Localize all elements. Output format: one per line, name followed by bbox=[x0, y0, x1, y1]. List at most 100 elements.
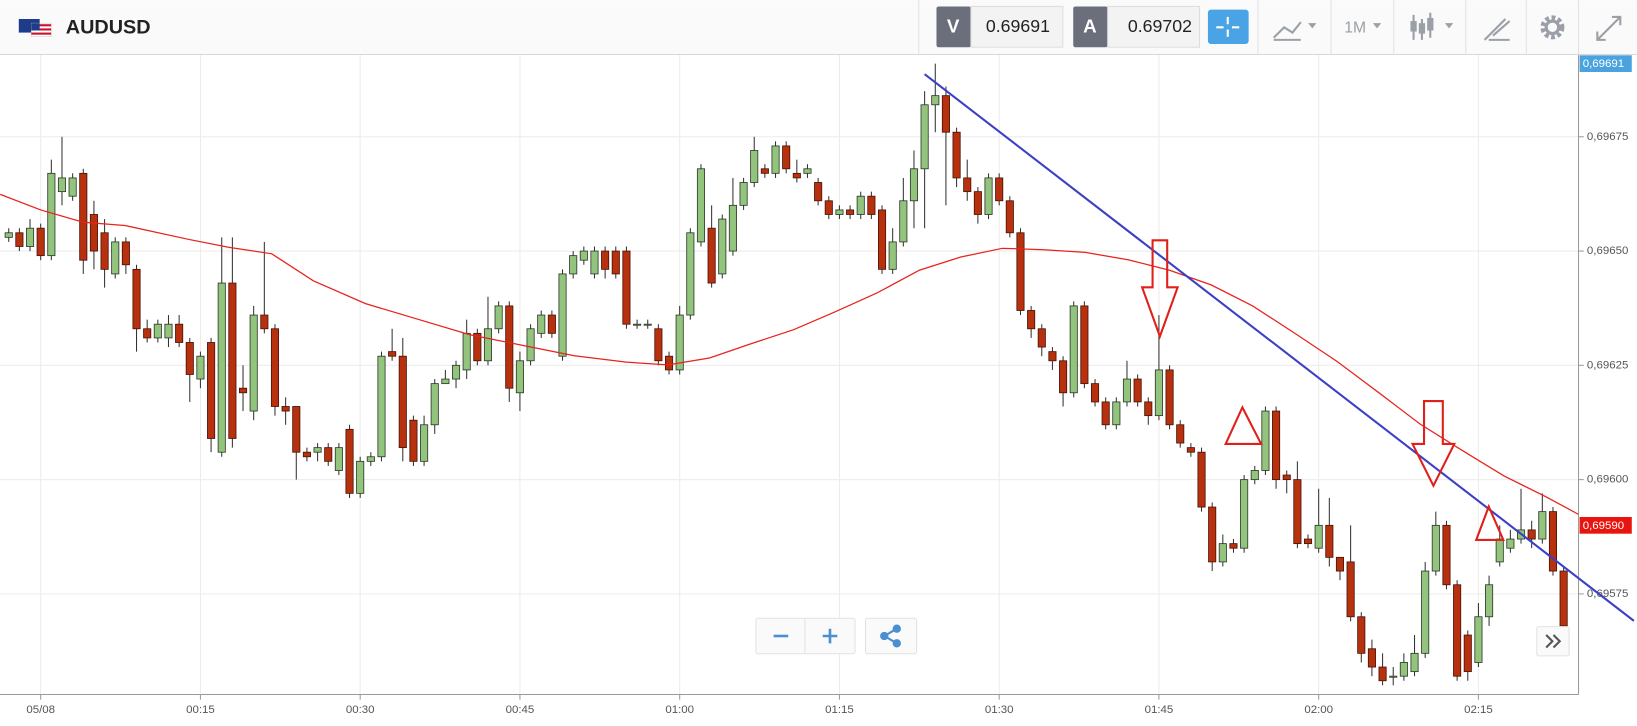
candle-body bbox=[1048, 351, 1057, 362]
candle-body bbox=[952, 131, 961, 179]
candle-body bbox=[111, 241, 120, 275]
candle-body bbox=[377, 355, 386, 458]
candle-body bbox=[1059, 360, 1068, 394]
candle-body bbox=[1357, 616, 1366, 654]
candle-body bbox=[1282, 474, 1291, 481]
candle-body bbox=[579, 250, 588, 261]
candle-body bbox=[1101, 401, 1110, 426]
candle-body bbox=[515, 360, 524, 394]
candle-body bbox=[1229, 543, 1238, 549]
candle-body bbox=[196, 355, 205, 380]
candle-body bbox=[1325, 524, 1334, 558]
candle-body bbox=[760, 168, 769, 174]
candle-body bbox=[164, 323, 173, 339]
candle-body bbox=[238, 387, 248, 394]
candle-body bbox=[100, 232, 109, 270]
candle-body bbox=[846, 209, 855, 215]
candle-body bbox=[132, 268, 141, 330]
timeframe-button[interactable]: 1M bbox=[1344, 20, 1382, 37]
candle-body bbox=[526, 328, 535, 362]
candle-body bbox=[984, 177, 993, 215]
candle-body bbox=[1037, 328, 1046, 348]
scroll-right-button[interactable] bbox=[1536, 626, 1570, 657]
candle-body bbox=[47, 172, 56, 257]
candle-body bbox=[36, 227, 45, 257]
zoom-in[interactable] bbox=[822, 628, 838, 644]
candle-body bbox=[1122, 378, 1132, 403]
up-triangle bbox=[1224, 404, 1263, 445]
candle-body bbox=[558, 273, 567, 357]
candle-body bbox=[1548, 511, 1558, 572]
candle-body bbox=[601, 250, 610, 270]
buy-button[interactable]: A 0.69702 bbox=[1073, 5, 1201, 48]
annotations bbox=[1140, 239, 1505, 542]
candle-body bbox=[1399, 662, 1408, 677]
price-marker-label: 0,69691 bbox=[1583, 58, 1624, 70]
draw-button[interactable] bbox=[1483, 18, 1511, 41]
candle-body bbox=[1069, 305, 1078, 394]
candle-body bbox=[792, 172, 801, 179]
candle-body bbox=[1367, 648, 1376, 668]
ask-price: 0.69702 bbox=[1128, 16, 1192, 36]
candle-body bbox=[633, 323, 642, 326]
ask-label: A bbox=[1083, 15, 1097, 36]
candle-body bbox=[1453, 584, 1462, 677]
crosshair-button[interactable] bbox=[1207, 9, 1249, 45]
flag-icon bbox=[18, 19, 52, 38]
candles-button[interactable] bbox=[1410, 12, 1454, 40]
candle-body bbox=[441, 378, 450, 385]
candle-body bbox=[462, 332, 471, 371]
candle-body bbox=[1335, 556, 1345, 572]
candle-body bbox=[494, 305, 503, 330]
y-tick-label: 0,69625 bbox=[1587, 359, 1628, 371]
settings-button[interactable] bbox=[1540, 15, 1565, 40]
candle-body bbox=[856, 195, 865, 215]
x-tick-label: 02:00 bbox=[1304, 704, 1333, 716]
candle-body bbox=[1154, 369, 1163, 417]
zoom-toolbar bbox=[755, 617, 918, 655]
candle-body bbox=[483, 328, 493, 362]
candle-body bbox=[1218, 543, 1227, 563]
candle-body bbox=[1389, 675, 1398, 678]
y-tick-label: 0,69600 bbox=[1587, 474, 1628, 486]
candle-body bbox=[1378, 666, 1387, 682]
candle-body bbox=[867, 195, 876, 215]
chart-type-button[interactable] bbox=[1272, 21, 1317, 41]
x-tick-label: 01:15 bbox=[825, 704, 854, 716]
candle-body bbox=[686, 232, 695, 316]
candle-body bbox=[185, 342, 194, 375]
candle-body bbox=[175, 323, 184, 343]
trend-line bbox=[923, 73, 1635, 622]
candle-body bbox=[1527, 529, 1536, 540]
candle-body bbox=[1261, 410, 1270, 471]
candle-body bbox=[1208, 506, 1217, 563]
candle-body bbox=[1442, 524, 1451, 586]
x-tick-label: 02:15 bbox=[1464, 704, 1493, 716]
candle-body bbox=[547, 314, 556, 334]
price-marker bbox=[1579, 55, 1632, 72]
price-marker bbox=[1579, 516, 1632, 534]
sell-button[interactable]: V 0.69691 bbox=[936, 5, 1064, 48]
candle-body bbox=[963, 177, 972, 193]
candle-body bbox=[771, 145, 780, 174]
candle-body bbox=[696, 168, 706, 243]
candle-body bbox=[68, 177, 77, 197]
fullscreen-button[interactable] bbox=[1596, 15, 1622, 41]
candle-body bbox=[1090, 383, 1100, 403]
candle-body bbox=[803, 168, 812, 174]
candle-body bbox=[1421, 570, 1430, 654]
candle-body bbox=[1495, 538, 1504, 563]
candle-body bbox=[15, 232, 24, 247]
x-tick-label: 01:45 bbox=[1145, 704, 1174, 716]
moving-average-line bbox=[0, 193, 1579, 515]
candle-body bbox=[654, 328, 663, 362]
share-button[interactable] bbox=[880, 624, 901, 648]
candle-body bbox=[1506, 538, 1515, 549]
candle-body bbox=[217, 282, 226, 453]
header: AUDUSD V 0.69691 A 0.69702 1M bbox=[0, 0, 1637, 56]
candle-body bbox=[1144, 401, 1153, 417]
candle-body bbox=[1463, 634, 1472, 673]
